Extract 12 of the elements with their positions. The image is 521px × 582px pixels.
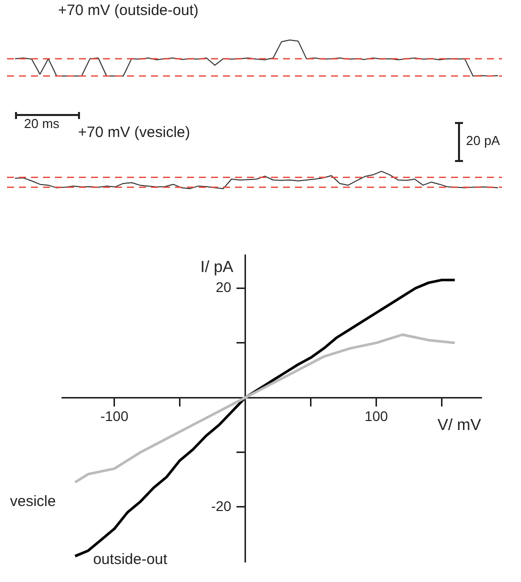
x-axis-title: V/ mV xyxy=(437,416,482,434)
text: 20 pA xyxy=(466,133,500,148)
series-label: outside-out xyxy=(93,550,168,568)
chart-title: +70 mV (vesicle) xyxy=(78,124,190,141)
y-axis-title: I/ pA xyxy=(200,258,234,276)
chart-title: +70 mV (outside-out) xyxy=(58,2,198,19)
y-tick-label: 20 xyxy=(216,279,246,296)
x-tick-label: -100 xyxy=(100,408,129,424)
series-label: vesicle xyxy=(10,492,56,510)
y-tick-label: -20 xyxy=(211,498,246,514)
text: 20 ms xyxy=(24,116,60,131)
x-tick-label: 100 xyxy=(364,408,388,424)
